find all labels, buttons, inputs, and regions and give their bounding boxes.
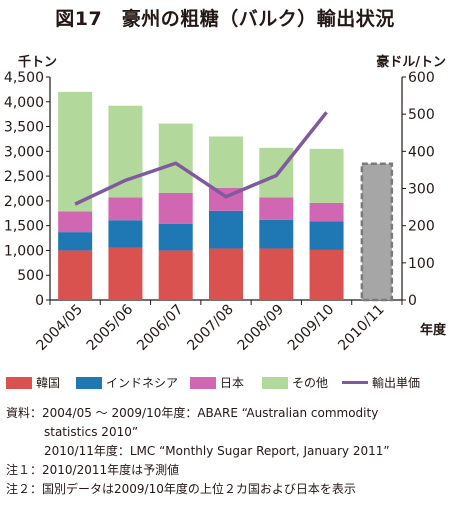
x-tick-label: 2009/10 <box>285 302 337 354</box>
right-tick-label: 0 <box>408 293 417 309</box>
right-axis-unit: 豪ドル/トン <box>376 54 446 70</box>
right-tick-label: 100 <box>408 256 435 272</box>
source-line-3: 2010/11年度：LMC “Monthly Sugar Report, Jan… <box>44 444 390 458</box>
x-tick-label: 2005/06 <box>84 301 137 354</box>
legend-item: その他 <box>262 374 328 391</box>
price-line <box>74 111 328 206</box>
bar-segment <box>108 105 143 198</box>
legend-label: 韓国 <box>36 376 61 390</box>
legend-swatch <box>190 376 216 389</box>
legend-item: 日本 <box>190 374 244 391</box>
chart-title: 図17 豪州の粗糖（バルク）輸出状況 <box>55 8 395 30</box>
bar-segment <box>158 250 193 300</box>
legend-swatch <box>262 376 288 389</box>
bar-segment <box>259 147 294 198</box>
left-tick-label: 500 <box>17 268 44 284</box>
bar-segment <box>309 148 344 203</box>
x-tick-label: 2004/05 <box>34 302 86 354</box>
left-tick-label: 0 <box>35 293 44 309</box>
x-tick-label: 2006/07 <box>134 302 186 354</box>
right-tick-label: 500 <box>408 107 435 123</box>
bar-segment <box>158 192 193 224</box>
legend-label: 日本 <box>220 376 245 390</box>
bar-segment <box>58 232 93 251</box>
left-axis-unit: 千トン <box>18 54 57 70</box>
bar-segment <box>309 221 344 250</box>
x-tick-label: 2010/11 <box>335 302 387 354</box>
bar-segment <box>58 250 93 300</box>
note-2: 注２：国別データは2009/10年度の上位２カ国および日本を表示 <box>6 482 356 496</box>
left-tick-label: 1,500 <box>4 219 44 235</box>
legend-label: その他 <box>292 376 329 390</box>
bar-segment <box>58 211 93 233</box>
left-tick-label: 4,500 <box>4 70 44 86</box>
legend-item: 輸出単価 <box>342 374 420 391</box>
left-tick-label: 2,500 <box>4 169 44 185</box>
bar-segment <box>209 210 243 249</box>
legend-label: インドネシア <box>106 376 179 390</box>
legend: 韓国 インドネシア 日本 その他 輸出単価 <box>6 374 450 392</box>
bar-segment <box>158 223 193 251</box>
bar-segment <box>108 220 143 248</box>
bar-segment <box>58 91 93 212</box>
bar-segment <box>209 248 243 300</box>
right-tick-label: 200 <box>408 219 435 235</box>
bar-segment <box>309 249 344 300</box>
stacked-bar-chart: 0 500 1,000 1,500 2,000 2,500 3,000 3,500 4,000 4… <box>4 54 447 354</box>
bar-segment <box>108 197 143 221</box>
left-tick-label: 4,000 <box>4 95 44 111</box>
bar-segment <box>158 123 193 193</box>
x-tick-label: 2007/08 <box>184 302 236 354</box>
note-1: 注１：2010/2011年度は予測値 <box>6 463 180 477</box>
bar-segment <box>209 136 243 189</box>
legend-swatch <box>6 376 32 389</box>
legend-swatch <box>76 376 102 389</box>
legend-label: 輸出単価 <box>372 376 421 390</box>
right-tick-label: 400 <box>408 144 435 160</box>
bar-segment <box>108 247 143 300</box>
source-line-1: 資料：2004/05 ～ 2009/10年度：ABARE “Australian… <box>6 406 379 420</box>
right-tick-label: 600 <box>408 70 435 86</box>
bar-segment <box>259 219 294 249</box>
x-axis-unit: 年度 <box>420 322 447 338</box>
bar-segment <box>259 248 294 300</box>
legend-item: インドネシア <box>76 374 178 391</box>
left-tick-label: 2,000 <box>4 194 44 210</box>
left-tick-label: 1,000 <box>4 243 44 259</box>
notes: 資料：2004/05 ～ 2009/10年度：ABARE “Australian… <box>6 404 446 499</box>
x-tick-label: 2008/09 <box>235 302 287 354</box>
left-tick-label: 3,000 <box>4 144 44 160</box>
bar-segment <box>259 197 294 220</box>
right-tick-label: 300 <box>408 182 435 198</box>
left-tick-label: 3,500 <box>4 120 44 136</box>
legend-line-swatch <box>342 381 368 384</box>
forecast-bar <box>360 162 394 302</box>
legend-item: 韓国 <box>6 374 60 391</box>
bar-segment <box>309 202 344 222</box>
source-line-2: statistics 2010” <box>44 425 139 439</box>
